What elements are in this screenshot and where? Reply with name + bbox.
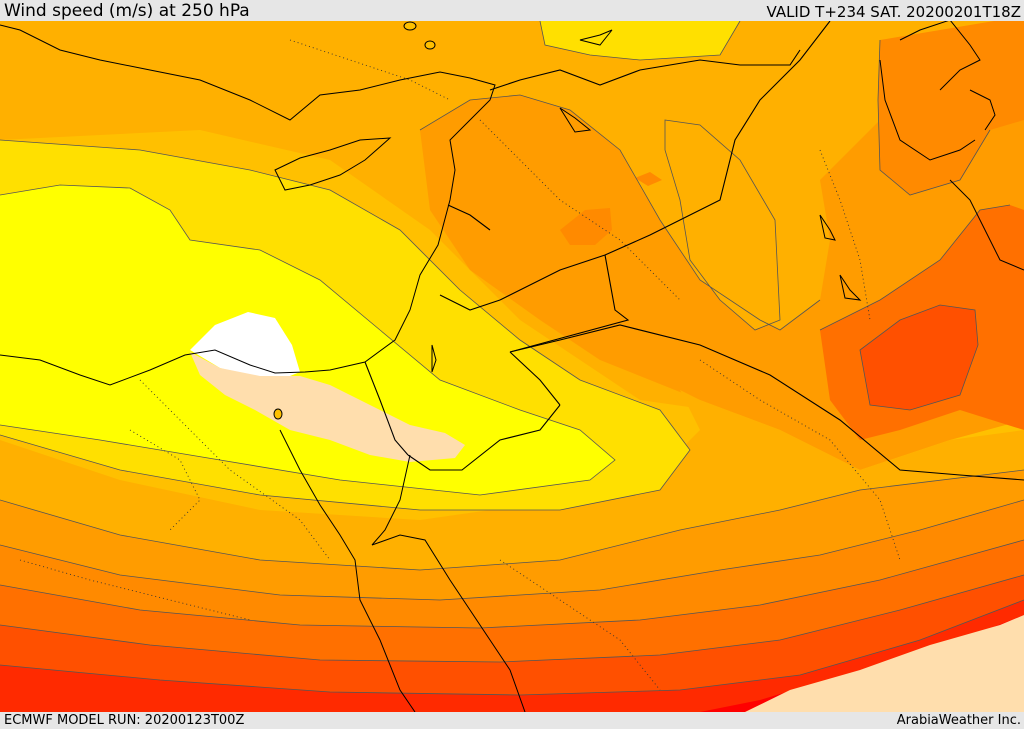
band-south-5 <box>0 575 1024 712</box>
band-min-white <box>190 312 300 380</box>
band-darker-spot-2 <box>635 172 662 186</box>
valid-time-label: VALID T+234 SAT. 20200201T18Z <box>766 3 1021 21</box>
band-tan <box>190 352 465 462</box>
coastlines <box>0 21 1024 712</box>
band-south-light <box>745 615 1024 712</box>
band-yellow-north <box>540 21 740 60</box>
band-light-east-pocket <box>665 120 780 330</box>
country-borders <box>364 21 1024 481</box>
wind-speed-map <box>0 21 1024 712</box>
band-yellow-core <box>0 185 615 495</box>
chart-title: Wind speed (m/s) at 250 hPa <box>4 1 250 21</box>
model-run-label: ECMWF MODEL RUN: 20200123T00Z <box>4 713 245 728</box>
band-darker-spot <box>560 208 612 245</box>
credit-label: ArabiaWeather Inc. <box>896 713 1021 728</box>
band-east-core <box>860 305 978 410</box>
isotach-lines <box>0 21 1024 696</box>
footer-bar: ECMWF MODEL RUN: 20200123T00Z ArabiaWeat… <box>0 712 1024 729</box>
terrain-contours <box>19 39 901 691</box>
band-south-6 <box>0 600 1024 712</box>
band-darker-northeast <box>878 21 1024 195</box>
header-bar: Wind speed (m/s) at 250 hPa VALID T+234 … <box>0 0 1024 21</box>
lakes <box>273 21 436 420</box>
